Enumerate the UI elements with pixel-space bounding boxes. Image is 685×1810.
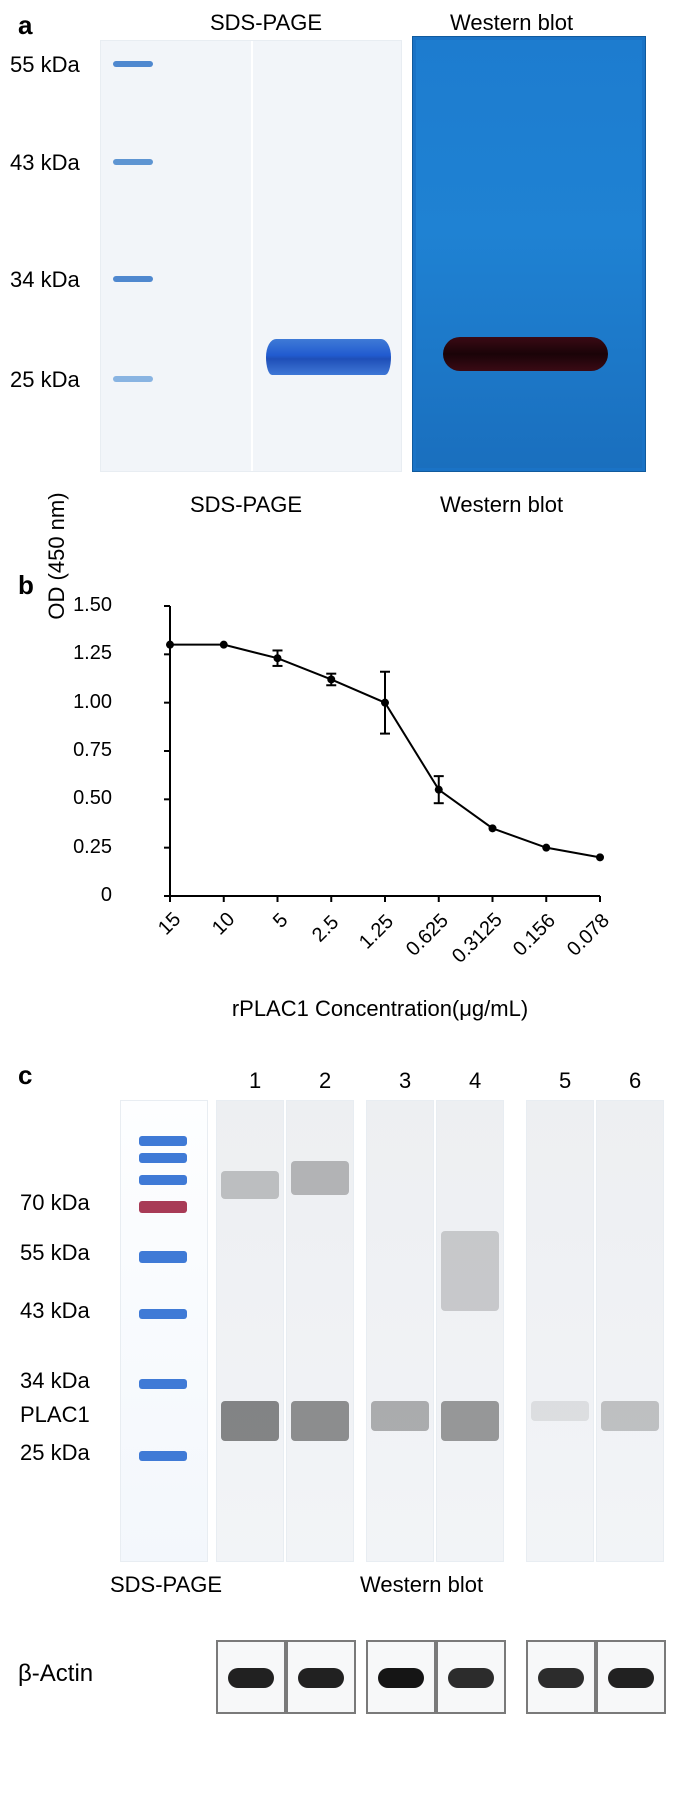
ladder-band (139, 1136, 187, 1146)
lane-number: 6 (629, 1068, 641, 1094)
wb-lane (596, 1100, 664, 1562)
kda-label: 55 kDa (10, 52, 95, 78)
kda-label: 43 kDa (20, 1298, 115, 1324)
panel-c: c 1 2 3 4 5 6 70 kDa 55 kDa 43 kDa 34 kDa 25 kDa P… (10, 1060, 675, 1800)
blot-band (221, 1171, 279, 1199)
blot-band (221, 1401, 279, 1441)
ytick-label: 0.50 (52, 787, 112, 810)
beta-actin-row (120, 1640, 660, 1710)
ytick-label: 0.25 (52, 836, 112, 859)
lane-number: 3 (399, 1068, 411, 1094)
ladder-band (139, 1309, 187, 1319)
wb-a-band (443, 337, 608, 371)
panel-c-footer-sds: SDS-PAGE (110, 1572, 222, 1598)
ladder-band (113, 276, 153, 282)
ytick-label: 0.75 (52, 739, 112, 762)
lane-number: 4 (469, 1068, 481, 1094)
wb-lane (366, 1100, 434, 1562)
blot-band (291, 1161, 349, 1195)
actin-band (298, 1668, 344, 1688)
xaxis-title: rPLAC1 Concentration(μg/mL) (180, 996, 580, 1022)
actin-band (448, 1668, 494, 1688)
wb-lane (286, 1100, 354, 1562)
actin-band (228, 1668, 274, 1688)
ladder-band (139, 1175, 187, 1185)
panel-a-footer-wb: Western blot (440, 492, 563, 518)
panel-a: a SDS-PAGE Western blot 55 kDa 43 kDa 34 k… (10, 10, 675, 540)
yaxis-title: OD (450 nm) (44, 456, 70, 656)
panel-a-header-wb: Western blot (450, 10, 573, 36)
ladder-band (139, 1379, 187, 1389)
ytick-label: 1.25 (52, 642, 112, 665)
od-chart: OD (450 nm) rPLAC1 Concentration(μg/mL) … (120, 596, 610, 926)
panel-a-header-sds: SDS-PAGE (210, 10, 322, 36)
wb-lane (436, 1100, 504, 1562)
gel-a-divider (251, 41, 253, 471)
blot-band (371, 1401, 429, 1431)
ladder-band (139, 1451, 187, 1461)
panel-c-label: c (18, 1060, 32, 1091)
lane-number: 5 (559, 1068, 571, 1094)
beta-actin-label: β-Actin (18, 1660, 93, 1688)
lane-number: 2 (319, 1068, 331, 1094)
ladder-c (120, 1100, 208, 1562)
actin-lane (286, 1640, 356, 1714)
coomassie-band (266, 339, 391, 375)
ladder-band (139, 1201, 187, 1213)
actin-lane (596, 1640, 666, 1714)
sds-gel-a (100, 40, 402, 472)
wb-lane (526, 1100, 594, 1562)
ytick-label: 1.00 (52, 691, 112, 714)
ladder-band (139, 1251, 187, 1263)
kda-label: 55 kDa (20, 1240, 115, 1266)
western-blot-a (412, 36, 646, 472)
panel-c-footer-wb: Western blot (360, 1572, 483, 1598)
panel-a-label: a (18, 10, 32, 41)
wb-lane (216, 1100, 284, 1562)
panel-a-footer-sds: SDS-PAGE (190, 492, 302, 518)
plac1-label: PLAC1 (20, 1402, 115, 1428)
kda-label: 43 kDa (10, 150, 95, 176)
ytick-label: 1.50 (52, 594, 112, 617)
wb-a-film (416, 40, 642, 468)
ladder-band (139, 1153, 187, 1163)
ytick-label: 0 (52, 884, 112, 907)
actin-lane (216, 1640, 286, 1714)
panel-b-label: b (18, 570, 34, 601)
ladder-band (113, 61, 153, 67)
chart-svg (120, 596, 610, 926)
actin-lane (366, 1640, 436, 1714)
actin-band (608, 1668, 654, 1688)
gel-c-row (120, 1100, 660, 1560)
actin-lane (436, 1640, 506, 1714)
ladder-band (113, 376, 153, 382)
lane-number: 1 (249, 1068, 261, 1094)
actin-band (378, 1668, 424, 1688)
blot-band (531, 1401, 589, 1421)
actin-lane (526, 1640, 596, 1714)
blot-band (441, 1231, 499, 1311)
kda-label: 34 kDa (20, 1368, 115, 1394)
kda-label: 70 kDa (20, 1190, 115, 1216)
panel-b: b OD (450 nm) rPLAC1 Concentration(μg/mL… (10, 570, 675, 1050)
ladder-band (113, 159, 153, 165)
blot-band (441, 1401, 499, 1441)
blot-band (291, 1401, 349, 1441)
blot-band (601, 1401, 659, 1431)
kda-label: 25 kDa (10, 367, 95, 393)
actin-band (538, 1668, 584, 1688)
kda-label: 25 kDa (20, 1440, 115, 1466)
kda-label: 34 kDa (10, 267, 95, 293)
